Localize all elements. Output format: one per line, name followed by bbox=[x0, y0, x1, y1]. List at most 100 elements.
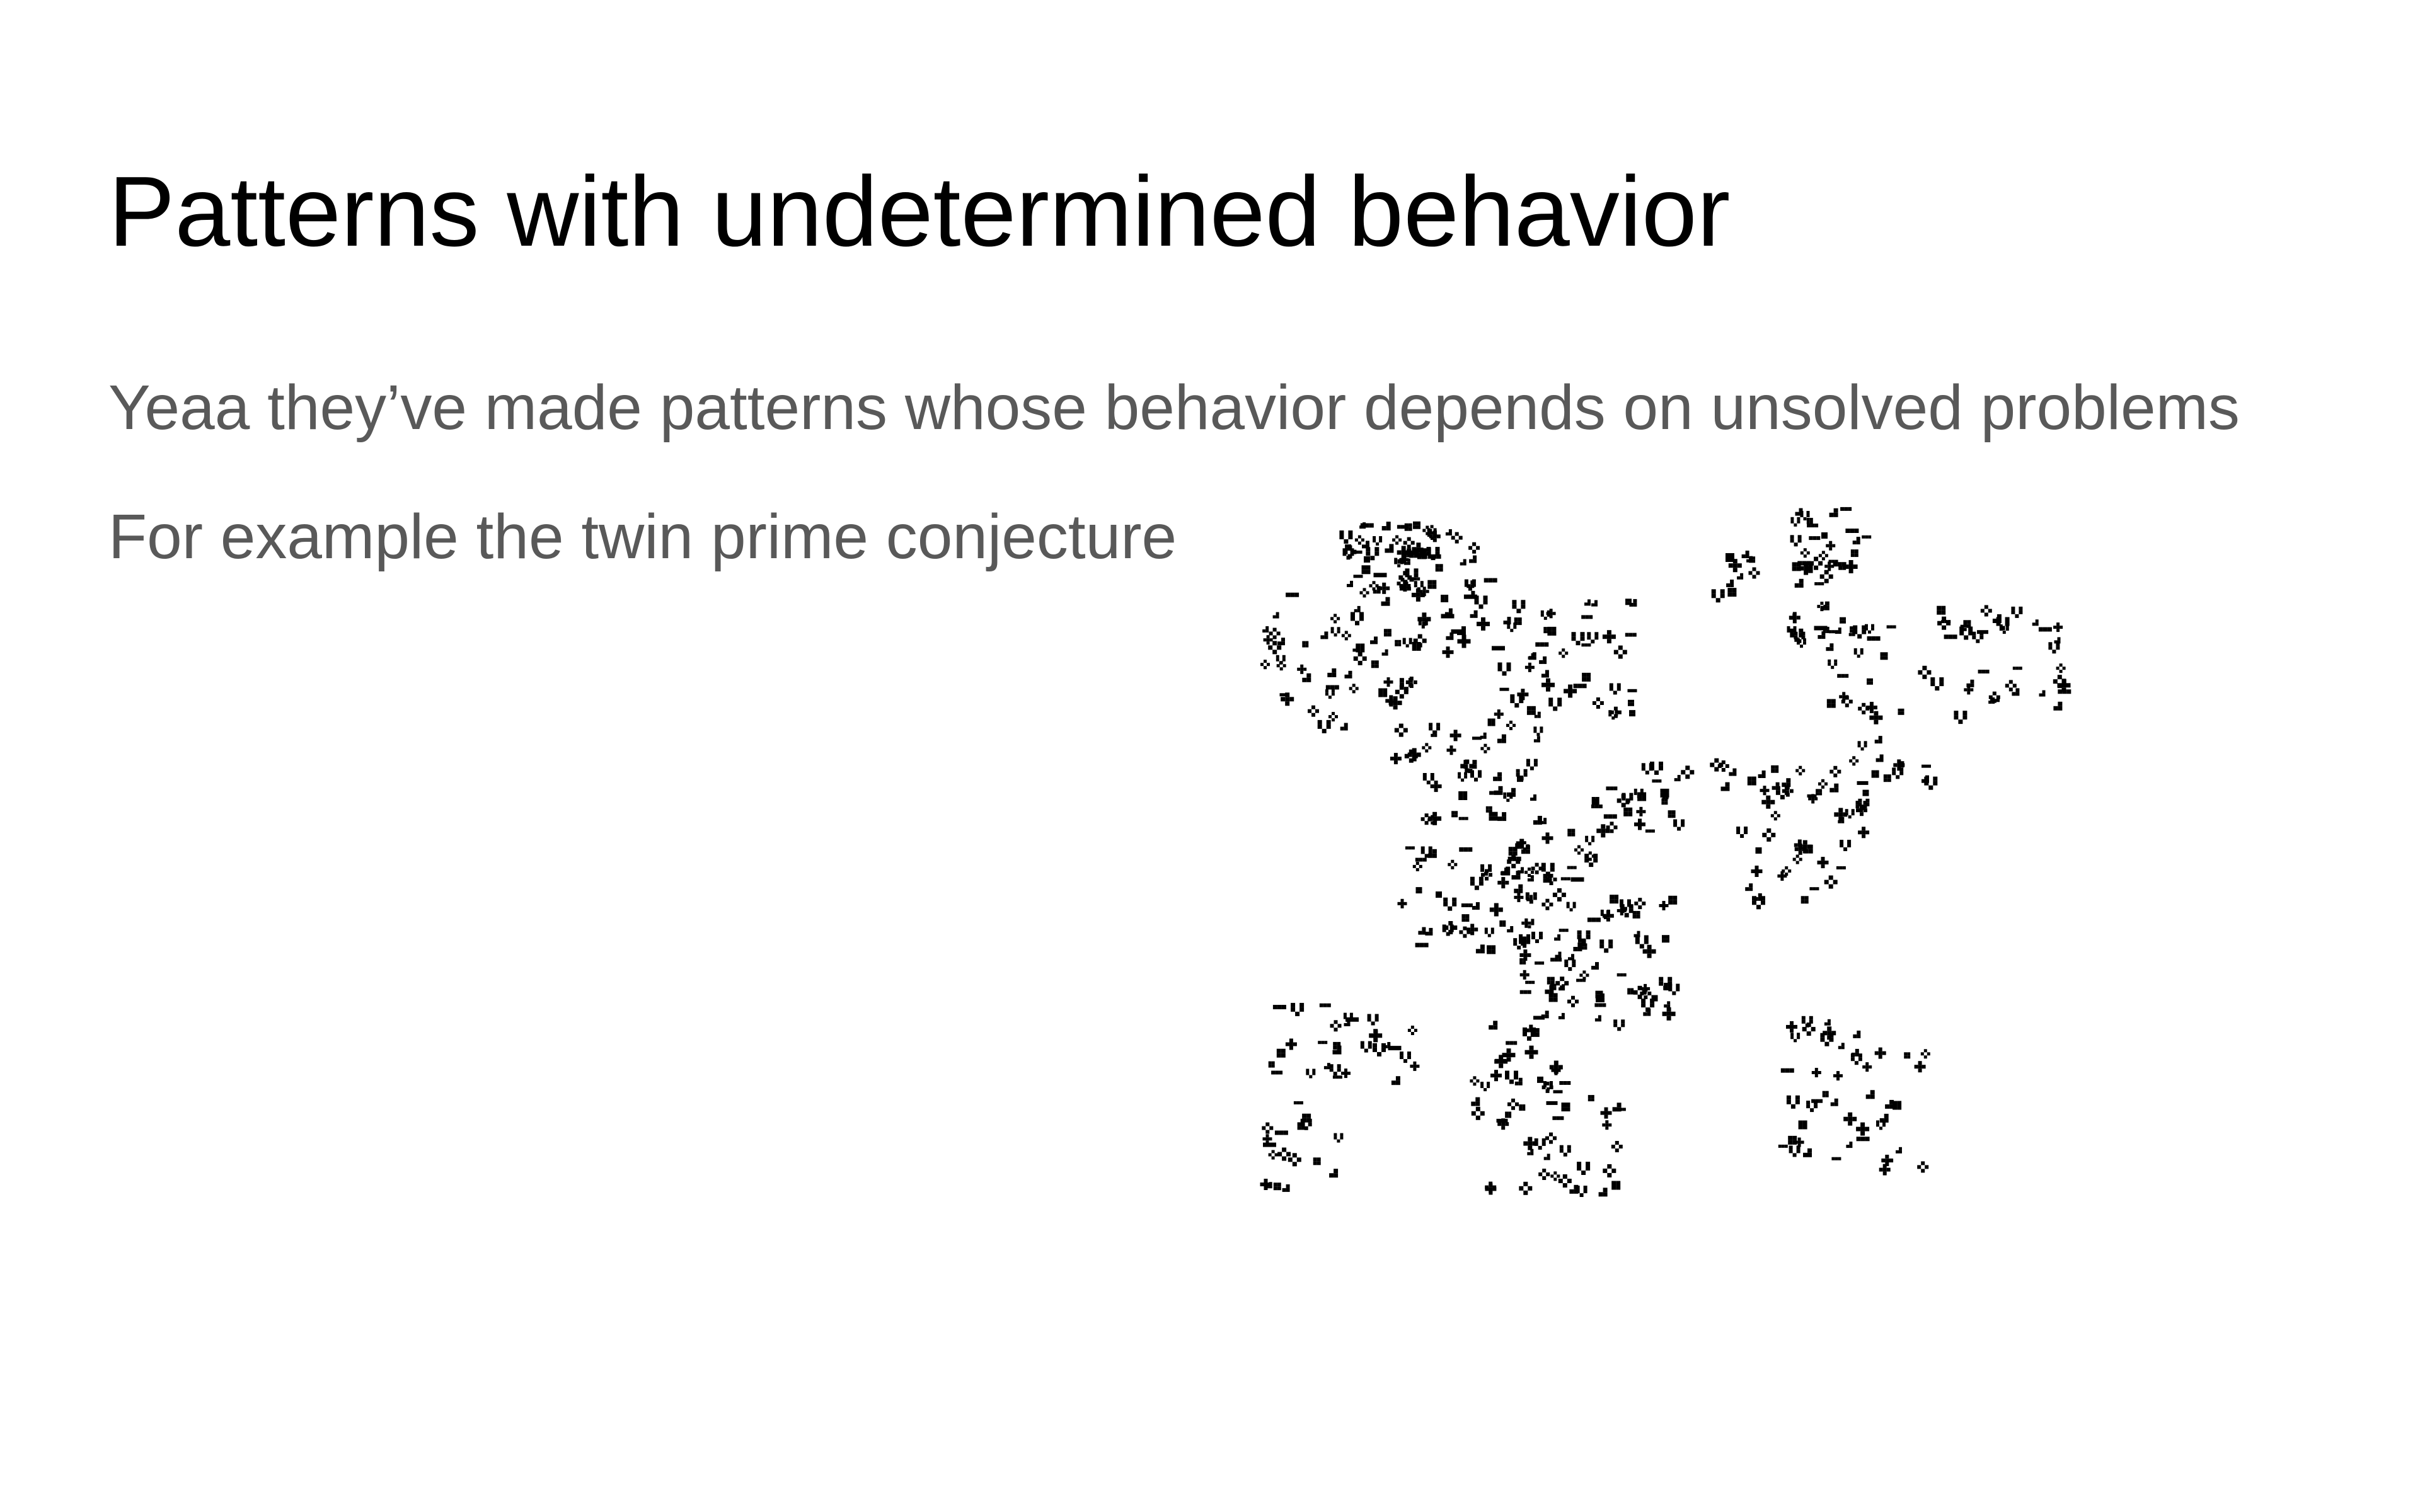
pattern-cell-group bbox=[1412, 861, 1422, 871]
pattern-cell bbox=[1356, 550, 1359, 554]
pattern-cell bbox=[1448, 906, 1453, 911]
pattern-cell bbox=[1572, 689, 1577, 694]
pattern-cell bbox=[1557, 934, 1561, 938]
pattern-cell bbox=[1616, 1181, 1621, 1186]
pattern-cell-group bbox=[1480, 732, 1487, 739]
pattern-cell bbox=[1803, 548, 1807, 552]
pattern-cell bbox=[1397, 581, 1401, 586]
pattern-cell bbox=[1388, 701, 1393, 706]
pattern-cell bbox=[1448, 921, 1453, 925]
pattern-cell bbox=[1758, 896, 1762, 901]
pattern-cell bbox=[1353, 575, 1357, 578]
pattern-cell bbox=[1819, 574, 1824, 579]
pattern-cell bbox=[1493, 816, 1498, 821]
pattern-cell bbox=[1514, 888, 1519, 893]
pattern-cell bbox=[2048, 642, 2053, 646]
pattern-cell bbox=[1276, 631, 1281, 636]
pattern-cell-group bbox=[1471, 1106, 1485, 1120]
pattern-cell bbox=[1809, 518, 1813, 521]
pattern-cell-group bbox=[1441, 595, 1449, 602]
pattern-cell-group bbox=[1353, 575, 1363, 578]
pattern-cell bbox=[1292, 1162, 1297, 1167]
pattern-cell bbox=[1525, 980, 1529, 984]
pattern-cell bbox=[1483, 600, 1488, 605]
pattern-cell bbox=[1344, 539, 1349, 544]
pattern-cell bbox=[1485, 876, 1489, 881]
pattern-cell bbox=[1992, 691, 1997, 696]
pattern-cell bbox=[1549, 985, 1554, 990]
pattern-cell bbox=[1544, 642, 1549, 647]
pattern-cell bbox=[1603, 915, 1607, 919]
pattern-cell bbox=[1271, 1064, 1275, 1068]
pattern-cell bbox=[1357, 609, 1361, 612]
pattern-cell-group bbox=[1892, 767, 1904, 779]
pattern-cell-group bbox=[1470, 1076, 1480, 1086]
pattern-cell bbox=[1588, 857, 1592, 861]
pattern-cell bbox=[1799, 772, 1802, 776]
pattern-cell-group bbox=[1668, 895, 1678, 905]
pattern-cell bbox=[1506, 723, 1509, 727]
pattern-cell-group bbox=[1410, 1061, 1420, 1071]
pattern-cell bbox=[1331, 692, 1335, 696]
pattern-cell bbox=[1359, 550, 1363, 554]
pattern-cell bbox=[1326, 724, 1331, 729]
pattern-cell bbox=[1997, 614, 2002, 619]
pattern-cell bbox=[1582, 672, 1587, 677]
pattern-cell bbox=[1647, 987, 1651, 990]
pattern-cell bbox=[1277, 1005, 1282, 1009]
pattern-cell bbox=[1586, 672, 1591, 677]
pattern-cell bbox=[1344, 631, 1348, 634]
pattern-cell-group bbox=[1844, 560, 1858, 573]
pattern-cell-group bbox=[1505, 1070, 1518, 1084]
pattern-cell bbox=[1471, 590, 1475, 595]
pattern-cell bbox=[1468, 769, 1473, 774]
pattern-cell bbox=[1523, 990, 1528, 994]
pattern-cell-group bbox=[1978, 670, 1990, 673]
pattern-cell bbox=[1920, 1052, 1924, 1056]
pattern-cell bbox=[1472, 764, 1477, 769]
pattern-cell bbox=[1581, 939, 1586, 944]
pattern-cell bbox=[1599, 701, 1604, 705]
pattern-cell bbox=[1865, 1094, 1870, 1099]
pattern-cell bbox=[1834, 1102, 1838, 1106]
pattern-cell-group bbox=[1930, 677, 1944, 691]
pattern-cell-group bbox=[1760, 786, 1770, 796]
pattern-cell bbox=[1581, 943, 1584, 947]
pattern-cell bbox=[1862, 1065, 1866, 1069]
pattern-cell bbox=[1414, 584, 1417, 588]
pattern-cell bbox=[1925, 775, 1929, 779]
pattern-cell bbox=[1554, 937, 1558, 941]
pattern-cell bbox=[1559, 1145, 1564, 1149]
pattern-cell bbox=[1434, 733, 1438, 737]
pattern-cell bbox=[1475, 949, 1480, 954]
pattern-cell-group bbox=[1559, 984, 1565, 991]
pattern-cell bbox=[1409, 758, 1414, 763]
pattern-cell bbox=[1558, 1179, 1563, 1183]
pattern-cell bbox=[1371, 1021, 1375, 1026]
pattern-cell bbox=[1659, 976, 1664, 982]
pattern-cell bbox=[1518, 884, 1523, 889]
pattern-cell-group bbox=[1535, 642, 1549, 647]
pattern-cell bbox=[1584, 643, 1588, 647]
pattern-cell bbox=[2057, 637, 2061, 641]
pattern-cell bbox=[1642, 792, 1647, 797]
pattern-cell bbox=[1413, 525, 1417, 529]
pattern-cell bbox=[1620, 908, 1625, 914]
pattern-cell bbox=[1385, 649, 1388, 653]
pattern-cell bbox=[1499, 1055, 1504, 1060]
pattern-cell bbox=[1511, 792, 1516, 797]
pattern-cell bbox=[1833, 879, 1838, 885]
pattern-cell bbox=[2011, 606, 2015, 610]
pattern-cell bbox=[1410, 550, 1415, 555]
pattern-cell-group bbox=[1400, 1051, 1411, 1063]
pattern-cell-group bbox=[1728, 559, 1742, 573]
pattern-cell bbox=[1672, 991, 1676, 995]
pattern-cell bbox=[1925, 779, 1929, 783]
pattern-cell bbox=[1641, 767, 1645, 771]
pattern-cell bbox=[1878, 715, 1883, 720]
pattern-cell-group bbox=[1886, 625, 1896, 629]
pattern-cell bbox=[1328, 715, 1332, 719]
pattern-cell bbox=[1737, 576, 1741, 580]
pattern-cell bbox=[1443, 897, 1448, 902]
pattern-cell bbox=[1373, 1047, 1377, 1052]
